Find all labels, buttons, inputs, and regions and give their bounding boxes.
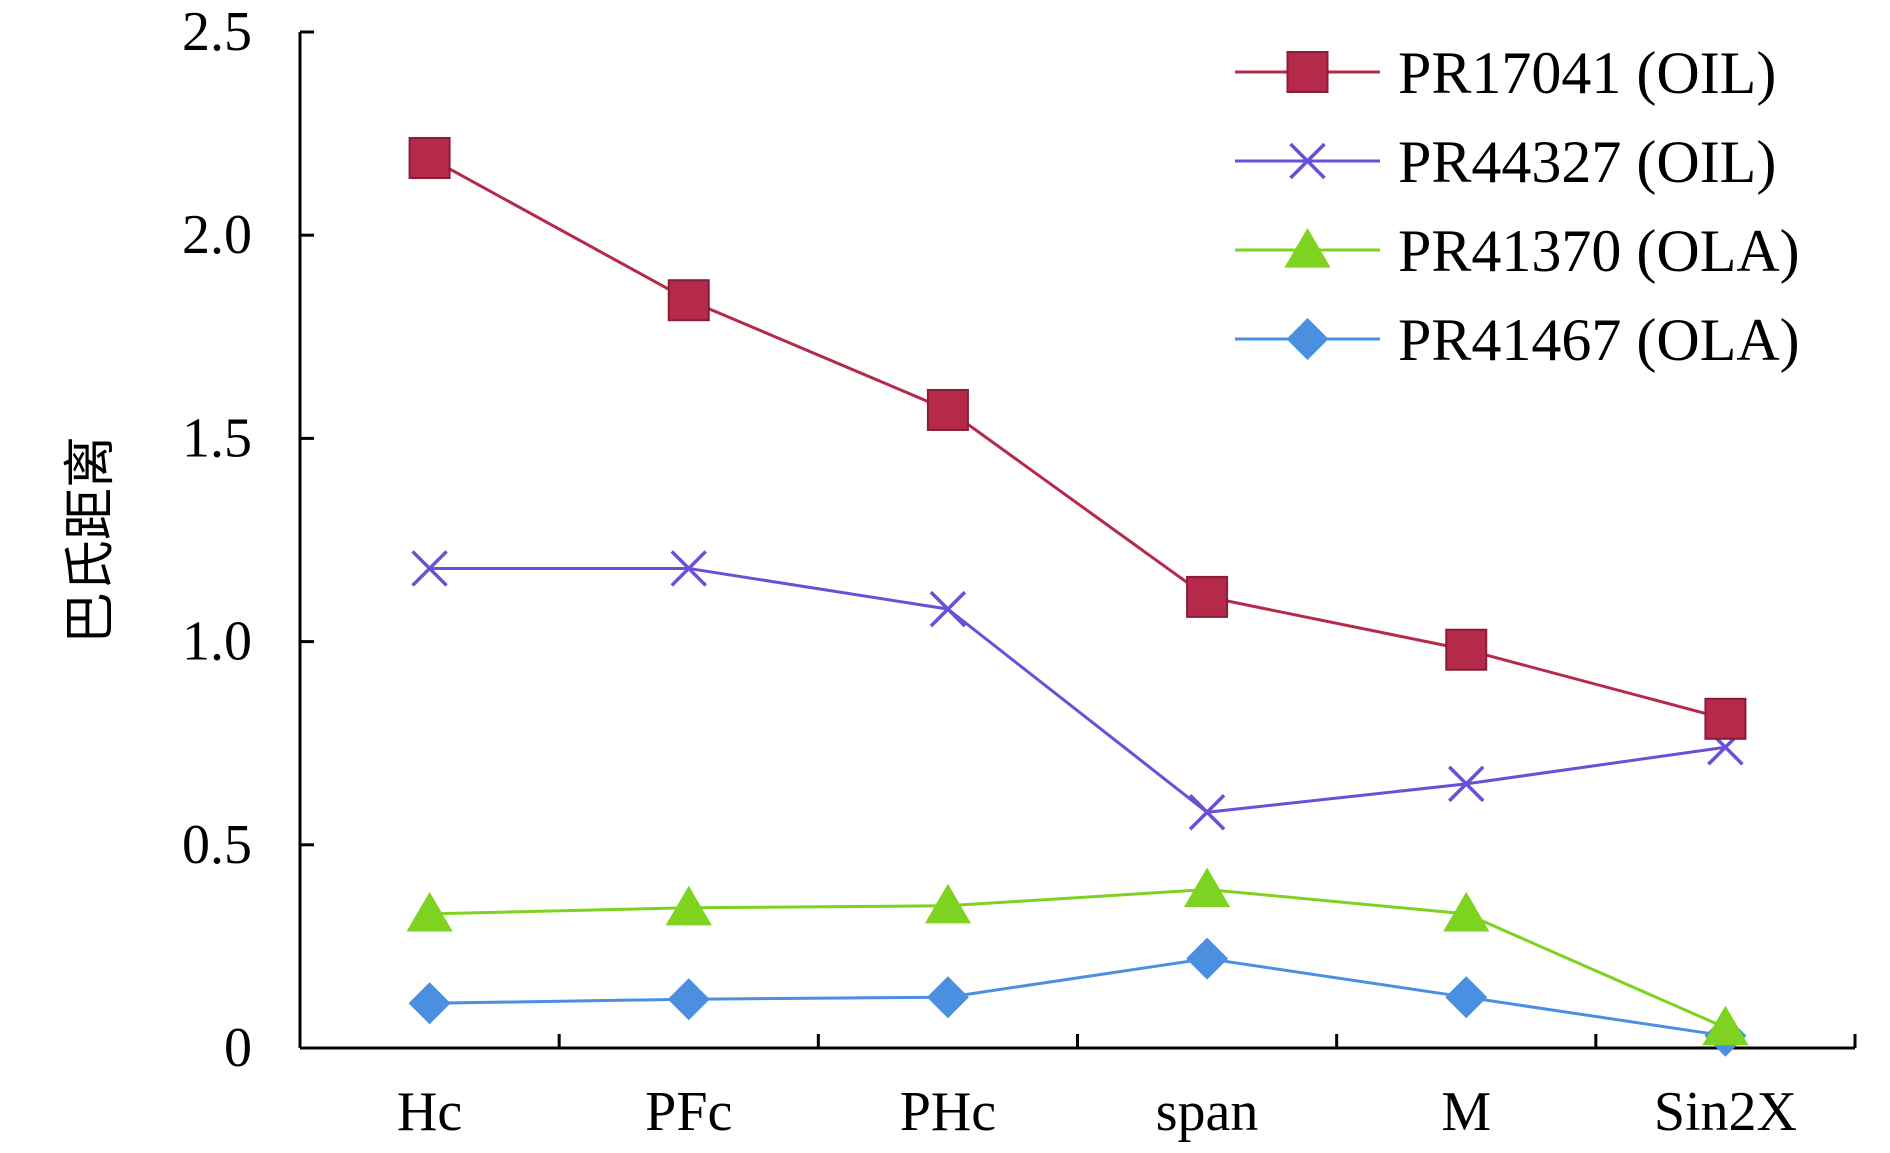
x-stroke <box>411 550 448 587</box>
series-pr44327-oil- <box>411 550 1744 831</box>
legend-marker <box>1286 51 1329 93</box>
x-tick-label: span <box>1156 1081 1259 1143</box>
series-line <box>429 566 1726 814</box>
data-point-marker <box>1186 937 1229 980</box>
data-point-marker <box>406 891 453 932</box>
x-stroke <box>1188 794 1226 831</box>
data-point-marker <box>667 279 710 322</box>
legend-item: PR17041 (OIL) <box>1235 40 1776 106</box>
y-tick-label: 0 <box>224 1017 252 1079</box>
data-point-marker <box>1448 765 1485 803</box>
legend-item: PR44327 (OIL) <box>1235 129 1776 195</box>
data-point-marker <box>408 982 451 1025</box>
data-point-marker <box>924 883 972 924</box>
y-axis-label: 巴氏距离 <box>61 436 121 644</box>
data-point-marker <box>1443 891 1490 932</box>
x-stroke <box>670 550 707 587</box>
legend-item: PR41370 (OLA) <box>1235 218 1800 284</box>
data-point-marker <box>1445 976 1488 1019</box>
data-point-marker <box>1702 1005 1749 1046</box>
data-point-marker <box>929 590 967 628</box>
data-point-marker <box>411 550 448 587</box>
legend: PR17041 (OIL) PR44327 (OIL) PR41370 (OLA) P… <box>1235 40 1800 373</box>
data-point-marker <box>1183 867 1231 908</box>
series-line <box>429 957 1726 1038</box>
data-point-marker <box>667 978 710 1021</box>
data-point-marker <box>1188 794 1226 831</box>
y-tick-label: 1.0 <box>182 611 252 673</box>
x-stroke <box>1448 765 1485 803</box>
x-stroke <box>1289 142 1326 180</box>
data-point-marker <box>926 388 969 431</box>
series-pr41370-ola- <box>406 867 1749 1046</box>
legend-label: PR41370 (OLA) <box>1398 218 1800 284</box>
data-point-marker <box>1445 628 1488 671</box>
series-line <box>429 887 1727 1030</box>
y-tick-label: 2.5 <box>182 1 252 63</box>
data-point-marker <box>1704 697 1747 740</box>
series-pr17041-oil- <box>408 136 1747 740</box>
y-tick-label: 0.5 <box>182 814 252 876</box>
legend-marker <box>1284 228 1331 268</box>
series-line <box>428 156 1726 721</box>
series-layer <box>406 136 1749 1057</box>
axes: 0 0.5 1.0 1.5 2.0 2.5 Hc PFc PHc span M Sin2X <box>182 1 1857 1143</box>
legend-marker <box>1286 318 1329 360</box>
data-point-marker <box>665 885 712 926</box>
data-point-marker <box>1186 575 1229 618</box>
data-point-marker <box>670 550 707 587</box>
legend-marker <box>1289 142 1326 180</box>
y-tick-label: 1.5 <box>182 407 252 469</box>
x-tick-label: PHc <box>900 1081 996 1143</box>
legend-label: PR17041 (OIL) <box>1398 40 1776 106</box>
x-tick-label: Hc <box>397 1081 462 1143</box>
x-tick-label: M <box>1441 1081 1491 1143</box>
legend-label: PR44327 (OIL) <box>1398 129 1776 195</box>
x-stroke <box>929 590 967 628</box>
data-point-marker <box>408 136 451 179</box>
legend-item: PR41467 (OLA) <box>1235 307 1800 373</box>
x-tick-label: PFc <box>645 1081 732 1143</box>
data-point-marker <box>926 976 969 1019</box>
legend-label: PR41467 (OLA) <box>1398 307 1800 373</box>
x-tick-label: Sin2X <box>1654 1081 1797 1143</box>
y-tick-label: 2.0 <box>182 204 252 266</box>
